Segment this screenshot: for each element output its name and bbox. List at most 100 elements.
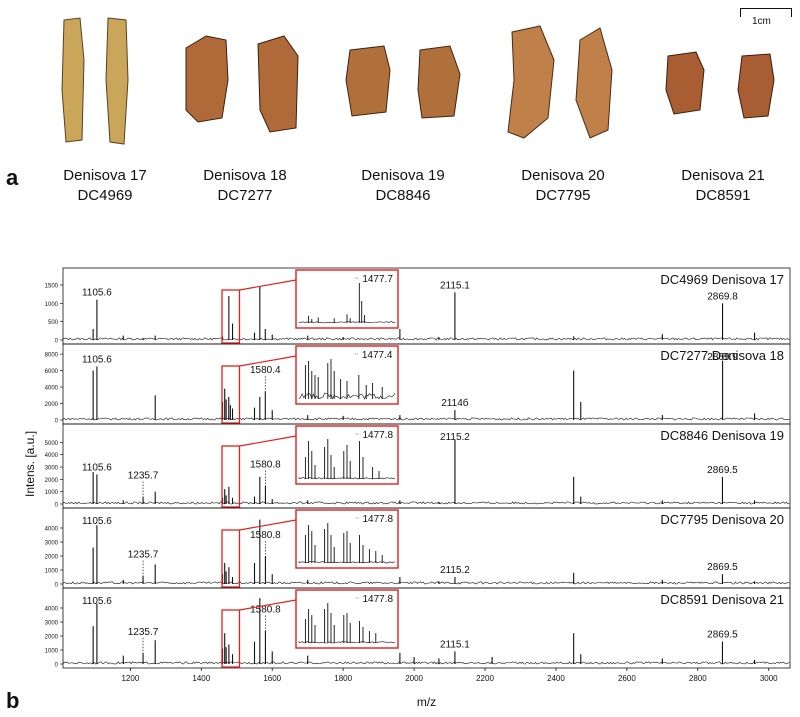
y-tick-label: 1000	[45, 490, 59, 496]
specimen-name: Denisova 19	[361, 167, 445, 184]
zoom-region-box	[221, 445, 241, 508]
inset-peak-label: 1477.7	[362, 274, 393, 285]
inset-baseline	[298, 321, 396, 324]
bone-photo-denisova-21	[665, 51, 775, 119]
specimen-code: DC7277	[217, 187, 273, 204]
x-tick-label: 3000	[760, 674, 778, 683]
zoom-connector-line	[239, 599, 297, 611]
y-tick-label: 500	[48, 320, 59, 326]
x-axis-label: m/z	[417, 695, 436, 709]
inset-peak-label: 1477.8	[362, 514, 393, 525]
inset-peak-label: 1477.8	[362, 594, 393, 605]
y-tick-label: 2000	[45, 478, 59, 484]
spectrum-panel-title: DC8846 Denisova 19	[660, 428, 784, 443]
zoom-connector-line	[239, 519, 297, 531]
peak-label: 2115.2	[440, 432, 470, 443]
specimen-name: Denisova 21	[681, 167, 765, 184]
inset-baseline	[298, 392, 396, 400]
zoom-connector-line	[239, 435, 297, 447]
spectrum-panel-frame	[62, 587, 791, 669]
peak-label: 1580.8	[250, 604, 281, 615]
inset-peak-label: 1477.4	[362, 350, 393, 361]
zoom-region-box	[221, 529, 241, 588]
specimen-label-denisova-19: Denisova 19 DC8846	[338, 166, 468, 206]
y-tick-label: 0	[55, 583, 59, 589]
specimen-code: DC4969	[77, 187, 133, 204]
y-tick-label: 5000	[45, 441, 59, 447]
zoom-region-box	[221, 609, 241, 668]
peak-label: 2869.9	[707, 352, 738, 363]
y-tick-label: 0	[55, 503, 59, 509]
x-tick-label: 1800	[334, 674, 352, 683]
bone-photo-denisova-18	[185, 35, 299, 133]
spectrum-panel-title: DC4969 Denisova 17	[660, 272, 784, 287]
y-tick-label: 1500	[45, 284, 59, 290]
spectrum-panel-title: DC8591 Denisova 21	[660, 592, 784, 607]
peak-label: 1235.7	[128, 550, 159, 561]
spectrum-baseline	[62, 337, 790, 341]
peak-label: 1105.6	[82, 516, 112, 527]
zoom-region-box	[221, 365, 241, 424]
x-tick-label: 2000	[405, 674, 423, 683]
peak-label: 2869.5	[707, 630, 738, 641]
inset-peak-label: 1477.8	[362, 430, 393, 441]
spectrum-baseline	[62, 581, 790, 585]
y-tick-label: 0	[55, 419, 59, 425]
specimen-label-denisova-18: Denisova 18 DC7277	[180, 166, 310, 206]
y-tick-label: 4000	[45, 607, 59, 613]
specimen-label-denisova-21: Denisova 21 DC8591	[658, 166, 788, 206]
zoom-region-box	[221, 289, 241, 344]
specimen-code: DC8591	[695, 187, 751, 204]
specimen-name: Denisova 17	[63, 167, 147, 184]
y-tick-label: 3000	[45, 466, 59, 472]
spectrum-baseline	[62, 417, 790, 421]
peak-label: 2115.1	[440, 639, 470, 650]
bone-photos	[61, 17, 775, 145]
y-tick-label: 8000	[45, 353, 59, 359]
x-tick-label: 2200	[476, 674, 494, 683]
y-tick-label: 3000	[45, 621, 59, 627]
y-tick-label: 3000	[45, 541, 59, 547]
bone-photo-denisova-17	[61, 17, 129, 145]
specimen-name: Denisova 18	[203, 167, 287, 184]
y-tick-label: 1000	[45, 569, 59, 575]
x-tick-label: 1600	[263, 674, 281, 683]
inset-baseline	[298, 561, 396, 564]
peak-label: 2869.8	[707, 291, 738, 302]
peak-label: 1105.6	[82, 596, 112, 607]
y-tick-label: 0	[55, 663, 59, 669]
peak-label: 2115.2	[440, 565, 470, 576]
inset-baseline	[298, 641, 396, 644]
x-tick-label: 1400	[192, 674, 210, 683]
panel-letter-b: b	[6, 688, 20, 713]
y-tick-label: 2000	[45, 555, 59, 561]
peak-label: 1105.6	[82, 354, 112, 365]
peak-label: 2869.5	[707, 562, 738, 573]
spectrum-baseline	[62, 501, 790, 505]
peak-label: 1235.7	[128, 627, 159, 638]
specimen-label-denisova-20: Denisova 20 DC7795	[498, 166, 628, 206]
y-tick-label: 4000	[45, 453, 59, 459]
peak-label: 2869.5	[707, 465, 738, 476]
y-tick-label: 4000	[45, 527, 59, 533]
y-tick-label: 1000	[45, 302, 59, 308]
y-tick-label: 6000	[45, 369, 59, 375]
y-tick-label: 4000	[45, 386, 59, 392]
peak-label: 2114б	[441, 397, 469, 409]
panel-letter-a: a	[6, 165, 19, 190]
x-tick-label: 2400	[547, 674, 565, 683]
y-axis-label: Intens. [a.u.]	[23, 431, 37, 497]
peak-label: 1105.6	[82, 288, 112, 299]
bone-photo-denisova-20	[507, 25, 613, 139]
peak-label: 1105.6	[82, 462, 112, 473]
spectrum-panel-title: DC7277 Denisova 18	[660, 348, 784, 363]
peak-label: 1580.8	[250, 460, 281, 471]
y-tick-label: 2000	[45, 402, 59, 408]
peak-label: 1580.4	[250, 365, 281, 376]
specimen-name: Denisova 20	[521, 167, 605, 184]
y-tick-label: 2000	[45, 635, 59, 641]
zoom-connector-line	[239, 279, 297, 291]
scale-bar-label: 1cm	[752, 16, 771, 27]
peak-label: 1235.7	[128, 471, 159, 482]
peak-label: 2115.1	[440, 280, 470, 291]
